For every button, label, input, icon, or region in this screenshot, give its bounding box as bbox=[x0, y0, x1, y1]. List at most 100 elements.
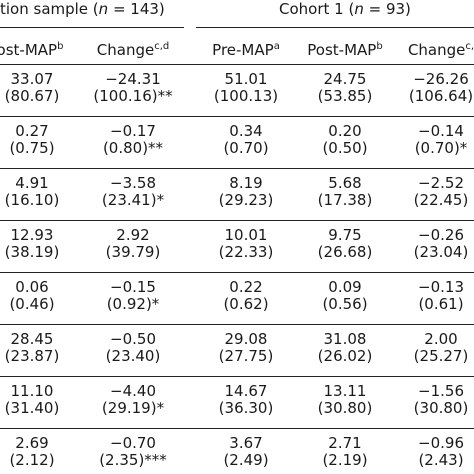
table-cell: 33.07 (80.67) bbox=[5, 71, 60, 105]
cell-value: 10.01 bbox=[224, 226, 268, 244]
cell-sd: (0.56) bbox=[322, 295, 368, 313]
cell-value: −26.26 bbox=[413, 70, 469, 88]
cell-value: 0.06 bbox=[15, 278, 49, 296]
table-cell: 11.10 (31.40) bbox=[5, 383, 60, 417]
table-cell: −0.13 (0.61) bbox=[418, 279, 464, 313]
cell-sd: (0.70) bbox=[223, 139, 269, 157]
table-cell: 9.75 (26.68) bbox=[318, 227, 373, 261]
row-divider bbox=[0, 168, 474, 169]
cell-sd: (53.85) bbox=[317, 87, 373, 105]
row-divider bbox=[0, 376, 474, 377]
cell-sd: (2.49) bbox=[223, 451, 269, 469]
cell-sd: (2.19) bbox=[322, 451, 368, 469]
cell-sd: (2.12) bbox=[9, 451, 55, 469]
cell-sd: (2.35)*** bbox=[99, 451, 167, 469]
cell-value: 0.22 bbox=[229, 278, 263, 296]
table-cell: 3.67 (2.49) bbox=[223, 435, 268, 469]
cell-value: −3.58 bbox=[110, 174, 156, 192]
group1-n-label: n bbox=[98, 0, 109, 18]
cell-value: 0.34 bbox=[229, 122, 263, 140]
cell-sd: (100.16)** bbox=[93, 87, 173, 105]
cell-value: 11.10 bbox=[10, 382, 54, 400]
table-cell: 0.27 (0.75) bbox=[9, 123, 54, 157]
col-header-post-map: ost-MAPb bbox=[0, 41, 64, 59]
group1-n-value: = 143) bbox=[108, 0, 165, 18]
table-cell: 0.22 (0.62) bbox=[223, 279, 268, 313]
cell-value: 5.68 bbox=[328, 174, 362, 192]
table-cell: 0.09 (0.56) bbox=[322, 279, 367, 313]
table-cell: 2.92 (39.79) bbox=[106, 227, 161, 261]
group2-underline bbox=[196, 27, 474, 28]
cell-value: −0.13 bbox=[418, 278, 464, 296]
col-header-change: Changec,d bbox=[96, 41, 170, 59]
table-cell: 12.93 (38.19) bbox=[5, 227, 60, 261]
cell-value: 28.45 bbox=[10, 330, 54, 348]
table-cell: −4.40 (29.19)* bbox=[102, 383, 164, 417]
table-cell: −1.56 (30.80) bbox=[414, 383, 469, 417]
cell-sd: (22.33) bbox=[218, 243, 274, 261]
cell-sd: (106.64) bbox=[408, 87, 474, 105]
cell-value: 2.92 bbox=[116, 226, 150, 244]
cell-sd: (23.87) bbox=[4, 347, 60, 365]
cell-value: −0.50 bbox=[110, 330, 156, 348]
cell-sd: (27.75) bbox=[218, 347, 274, 365]
cell-sd: (100.13) bbox=[213, 87, 279, 105]
cell-sd: (2.43) bbox=[418, 451, 464, 469]
cell-value: 4.91 bbox=[15, 174, 49, 192]
cell-sd: (26.02) bbox=[317, 347, 373, 365]
table-cell: 24.75 (53.85) bbox=[318, 71, 373, 105]
table-cell: 28.45 (23.87) bbox=[5, 331, 60, 365]
cell-sd: (0.62) bbox=[223, 295, 269, 313]
cell-value: 24.75 bbox=[323, 70, 367, 88]
group2-n-label: n bbox=[354, 0, 364, 18]
cell-value: −0.96 bbox=[418, 434, 464, 452]
cell-sd: (38.19) bbox=[4, 243, 60, 261]
cell-sd: (22.45) bbox=[413, 191, 469, 209]
cell-value: −0.17 bbox=[110, 122, 156, 140]
cell-value: 2.71 bbox=[328, 434, 362, 452]
cell-value: 0.27 bbox=[15, 122, 49, 140]
cell-sd: (0.92)* bbox=[106, 295, 160, 313]
row-divider bbox=[0, 324, 474, 325]
cell-sd: (25.27) bbox=[413, 347, 469, 365]
cell-sd: (26.68) bbox=[317, 243, 373, 261]
table-cell: −0.26 (23.04) bbox=[414, 227, 469, 261]
table-cell: 2.00 (25.27) bbox=[414, 331, 469, 365]
table-cell: 2.71 (2.19) bbox=[322, 435, 367, 469]
cell-value: 0.20 bbox=[328, 122, 362, 140]
cell-value: −1.56 bbox=[418, 382, 464, 400]
cell-sd: (31.40) bbox=[4, 399, 60, 417]
cell-sd: (23.40) bbox=[105, 347, 161, 365]
table-cell: 51.01 (100.13) bbox=[214, 71, 278, 105]
table-cell: −3.58 (23.41)* bbox=[102, 175, 164, 209]
col-header-change-cohort1: Changec, bbox=[407, 41, 474, 59]
cell-sd: (0.80)** bbox=[102, 139, 164, 157]
cell-value: 2.00 bbox=[424, 330, 458, 348]
table-cell: −0.15 (0.92)* bbox=[107, 279, 160, 313]
col-header-pre-map: Pre-MAPa bbox=[212, 41, 280, 59]
table-cell: 14.67 (36.30) bbox=[219, 383, 274, 417]
cell-value: 12.93 bbox=[10, 226, 54, 244]
cell-sd: (23.04) bbox=[413, 243, 469, 261]
cell-sd: (0.50) bbox=[322, 139, 368, 157]
row-divider bbox=[0, 428, 474, 429]
row-divider bbox=[0, 272, 474, 273]
cell-sd: (16.10) bbox=[4, 191, 60, 209]
table-cell: 8.19 (29.23) bbox=[219, 175, 274, 209]
table-cell: −0.14 (0.70)* bbox=[415, 123, 468, 157]
cell-value: 8.19 bbox=[229, 174, 263, 192]
group1-underline bbox=[0, 27, 184, 28]
cell-value: −0.14 bbox=[418, 122, 464, 140]
cell-sd: (30.80) bbox=[317, 399, 373, 417]
table-cell: −24.31 (100.16)** bbox=[93, 71, 172, 105]
table-cell: 2.69 (2.12) bbox=[9, 435, 54, 469]
table-cell: 4.91 (16.10) bbox=[5, 175, 60, 209]
cell-sd: (80.67) bbox=[4, 87, 60, 105]
cell-sd: (0.75) bbox=[9, 139, 55, 157]
cell-sd: (30.80) bbox=[413, 399, 469, 417]
row-divider bbox=[0, 220, 474, 221]
cell-value: 13.11 bbox=[323, 382, 367, 400]
table-cell: 0.06 (0.46) bbox=[9, 279, 54, 313]
cell-value: 2.69 bbox=[15, 434, 49, 452]
table-cell: 13.11 (30.80) bbox=[318, 383, 373, 417]
